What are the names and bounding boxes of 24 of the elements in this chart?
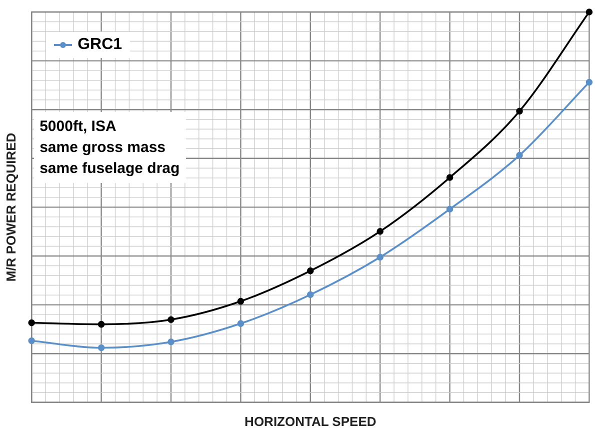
point xyxy=(168,338,174,346)
point xyxy=(307,291,314,298)
x-axis-title: HORIZONTAL SPEED xyxy=(244,414,376,429)
point xyxy=(307,267,314,274)
point xyxy=(446,174,454,181)
annotation: same gross mass xyxy=(40,138,167,158)
point xyxy=(28,319,35,326)
point xyxy=(446,206,454,213)
point xyxy=(376,254,384,261)
point xyxy=(237,298,244,305)
point xyxy=(168,316,174,324)
point xyxy=(586,8,593,16)
annotation: same fuselage drag xyxy=(40,159,180,179)
annotation: 5000ft, ISA xyxy=(40,117,118,137)
point xyxy=(28,337,35,344)
point xyxy=(98,320,105,328)
legend-label: GRC1 xyxy=(78,36,122,54)
point xyxy=(586,78,593,86)
y-axis-title: M/R POWER REQUIRED xyxy=(3,132,18,282)
point xyxy=(376,228,384,235)
point xyxy=(516,108,523,115)
point xyxy=(237,320,244,327)
point xyxy=(516,152,523,159)
point xyxy=(98,344,105,352)
